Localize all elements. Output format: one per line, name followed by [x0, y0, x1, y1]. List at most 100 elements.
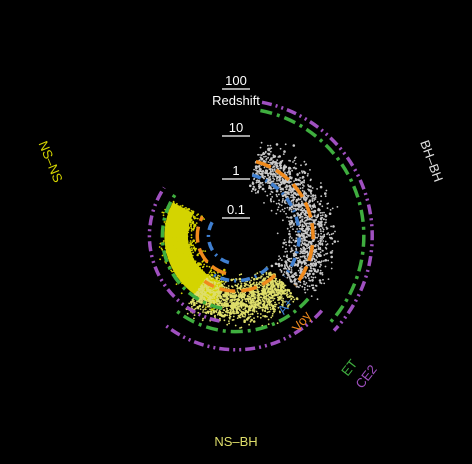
data-point — [262, 315, 264, 317]
data-point — [185, 221, 188, 224]
data-point — [177, 247, 180, 250]
data-point — [266, 275, 268, 278]
data-point — [180, 240, 184, 244]
data-point — [319, 239, 321, 242]
data-point — [258, 187, 261, 190]
data-point — [267, 152, 269, 155]
data-point — [260, 296, 262, 299]
data-point — [195, 302, 198, 305]
data-point — [303, 160, 306, 163]
data-point — [235, 302, 238, 305]
tick-label-100: 100 — [225, 73, 247, 88]
data-point — [274, 163, 276, 166]
data-point — [280, 204, 283, 207]
data-point — [271, 315, 274, 317]
data-point — [292, 161, 294, 163]
data-point — [183, 238, 186, 241]
data-point — [173, 202, 175, 205]
horizon-arc-2-2 — [174, 297, 310, 334]
data-point — [289, 170, 291, 173]
data-point — [191, 211, 194, 215]
data-point — [260, 275, 263, 278]
data-point — [198, 304, 202, 308]
data-point — [296, 207, 299, 210]
data-point — [254, 302, 257, 304]
data-point — [321, 214, 324, 217]
data-point — [297, 183, 300, 185]
data-point — [331, 250, 334, 252]
detector-label-voy: Voy — [289, 308, 314, 335]
data-point — [301, 219, 303, 222]
data-point — [318, 208, 321, 212]
data-point — [305, 250, 309, 254]
data-point — [275, 294, 278, 297]
data-point — [319, 251, 322, 254]
data-point — [228, 311, 231, 314]
data-point — [292, 300, 295, 303]
data-point — [190, 230, 193, 232]
data-point — [291, 249, 294, 252]
data-point — [183, 223, 186, 226]
data-point — [278, 162, 280, 165]
data-point — [269, 161, 272, 164]
data-point — [257, 190, 260, 192]
data-point — [284, 251, 287, 253]
data-point — [244, 298, 247, 301]
data-point — [252, 305, 255, 308]
data-point — [183, 262, 186, 265]
data-point — [250, 318, 253, 322]
data-point — [254, 296, 257, 298]
data-point — [267, 161, 270, 163]
data-point — [293, 222, 295, 225]
data-point — [259, 281, 261, 283]
radial-axis: 0.1 1 10 100 Redshift — [212, 73, 260, 219]
data-point — [289, 216, 293, 219]
data-point — [164, 247, 167, 250]
data-point — [207, 289, 210, 291]
data-point — [328, 212, 332, 215]
data-point — [249, 320, 252, 323]
data-point — [267, 323, 270, 326]
data-point — [330, 267, 333, 270]
data-point — [269, 271, 272, 274]
data-point — [271, 283, 274, 286]
data-point — [181, 231, 184, 235]
data-point — [210, 277, 213, 280]
data-point — [301, 240, 304, 242]
data-point — [314, 230, 317, 232]
data-point — [301, 268, 304, 271]
data-point — [190, 282, 193, 285]
data-point — [282, 301, 284, 304]
data-point — [179, 221, 182, 224]
data-point — [193, 217, 196, 220]
data-point — [258, 180, 261, 183]
data-point — [190, 218, 193, 222]
data-point — [169, 244, 172, 248]
data-point — [165, 234, 168, 237]
data-point — [193, 314, 196, 316]
data-point — [222, 306, 225, 309]
data-point — [298, 227, 301, 230]
data-point — [250, 313, 252, 316]
data-point — [301, 285, 304, 288]
data-point — [283, 271, 286, 273]
data-point — [248, 313, 250, 316]
data-point — [179, 205, 182, 208]
data-point — [194, 264, 197, 267]
data-point — [333, 240, 337, 243]
data-point — [198, 276, 200, 279]
data-point — [301, 202, 304, 205]
data-point — [319, 246, 322, 249]
data-point — [314, 227, 316, 229]
data-point — [292, 144, 296, 147]
data-point — [178, 261, 181, 263]
data-point — [237, 301, 240, 304]
data-point — [198, 297, 201, 299]
data-point — [210, 273, 213, 276]
data-point — [205, 312, 208, 315]
data-point — [318, 279, 322, 282]
data-point — [258, 307, 260, 310]
data-point — [258, 167, 262, 171]
data-point — [280, 264, 284, 267]
